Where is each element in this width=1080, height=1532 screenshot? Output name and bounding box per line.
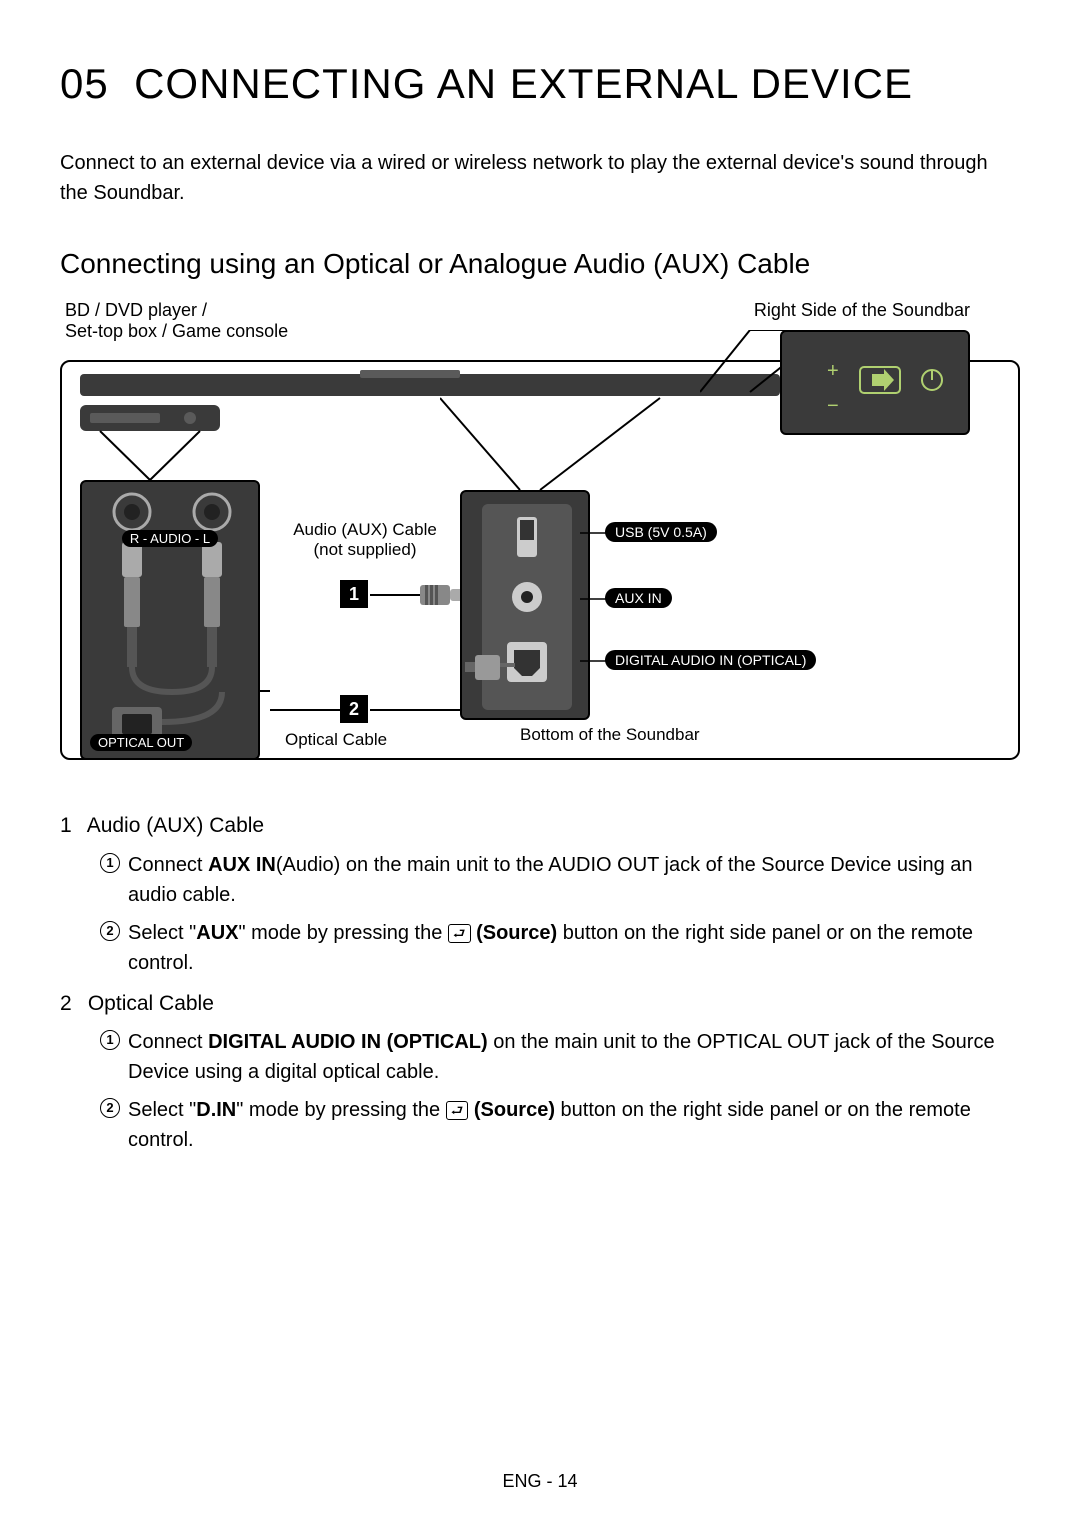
s1-2-b2: (Source) (476, 922, 557, 944)
s2-1-b1: DIGITAL AUDIO IN (OPTICAL) (208, 1031, 488, 1053)
intro-paragraph: Connect to an external device via a wire… (60, 148, 1020, 208)
optical-line-icon (270, 690, 470, 750)
s1-2-b1: AUX (196, 922, 238, 944)
aux-in-label: AUX IN (605, 588, 672, 608)
digital-line-icon (580, 660, 610, 662)
cable-line-aux (260, 690, 270, 692)
audio-rl-label: R - AUDIO - L (122, 530, 218, 547)
aux-line-icon (580, 598, 610, 600)
s1-2-pre: Select " (128, 922, 196, 944)
digital-pill-wrap: DIGITAL AUDIO IN (OPTICAL) (605, 650, 816, 670)
aux-cable-label-line1: Audio (AUX) Cable (285, 520, 445, 540)
instr2-step2: 2 Select "D.IN" mode by pressing the ⮐ (… (100, 1095, 1020, 1155)
usb-line-icon (580, 532, 610, 534)
instr1-step1: 1 Connect AUX IN(Audio) on the main unit… (100, 850, 1020, 910)
callout-player-icon (80, 425, 280, 485)
instr1-title: Audio (AUX) Cable (87, 814, 264, 837)
callout-bottom-icon (440, 392, 700, 512)
usb-pill-wrap: USB (5V 0.5A) (605, 522, 717, 542)
soundbar-side-controls-icon: + − (782, 332, 972, 437)
chapter-title: 05 CONNECTING AN EXTERNAL DEVICE (60, 60, 1020, 108)
circle-2b-icon: 2 (100, 1098, 120, 1118)
instr2-step1: 1 Connect DIGITAL AUDIO IN (OPTICAL) on … (100, 1027, 1020, 1087)
aux-cable-label: Audio (AUX) Cable (not supplied) (285, 520, 445, 560)
source-label-line2: Set-top box / Game console (65, 321, 288, 342)
circle-1-icon: 1 (100, 853, 120, 873)
connection-diagram: BD / DVD player / Set-top box / Game con… (60, 300, 1020, 780)
s1-1-pre: Connect (128, 854, 208, 876)
chapter-name: CONNECTING AN EXTERNAL DEVICE (134, 60, 913, 107)
source-icon: ⮐ (448, 924, 471, 943)
instr2-title: Optical Cable (88, 992, 214, 1015)
circle-2-icon: 2 (100, 921, 120, 941)
digital-in-label: DIGITAL AUDIO IN (OPTICAL) (605, 650, 816, 670)
bottom-soundbar-label: Bottom of the Soundbar (520, 725, 700, 745)
instr1-step2: 2 Select "AUX" mode by pressing the ⮐ (S… (100, 918, 1020, 978)
instr-heading-2: 2 Optical Cable (60, 988, 1020, 1020)
s2-2-b2: (Source) (474, 1099, 555, 1121)
right-side-label: Right Side of the Soundbar (754, 300, 970, 321)
source-ports-icon (82, 482, 262, 762)
circle-1b-icon: 1 (100, 1030, 120, 1050)
svg-text:+: + (827, 360, 839, 382)
s1-1-b1: AUX IN (208, 854, 276, 876)
aux-pill-wrap: AUX IN (605, 588, 672, 608)
section-title: Connecting using an Optical or Analogue … (60, 248, 1020, 280)
page-footer: ENG - 14 (0, 1471, 1080, 1492)
s2-2-mid: " mode by pressing the (236, 1099, 445, 1121)
source-label-line1: BD / DVD player / (65, 300, 288, 321)
optical-plug-icon (465, 650, 525, 690)
instr1-num: 1 (60, 810, 82, 842)
s2-2-b1: D.IN (196, 1099, 236, 1121)
svg-text:−: − (827, 395, 839, 417)
s2-2-pre: Select " (128, 1099, 196, 1121)
chapter-number: 05 (60, 60, 109, 107)
source-icon-2: ⮐ (446, 1101, 469, 1120)
s2-1-pre: Connect (128, 1031, 208, 1053)
s1-2-mid: " mode by pressing the (238, 922, 447, 944)
instructions-block: 1 Audio (AUX) Cable 1 Connect AUX IN(Aud… (60, 810, 1020, 1155)
aux-cable-label-line2: (not supplied) (285, 540, 445, 560)
usb-label: USB (5V 0.5A) (605, 522, 717, 542)
instr2-num: 2 (60, 988, 82, 1020)
instr-heading-1: 1 Audio (AUX) Cable (60, 810, 1020, 842)
source-ports-panel: R - AUDIO - L OPTICAL OUT (80, 480, 260, 760)
soundbar-right-panel: + − (780, 330, 970, 435)
source-device-label: BD / DVD player / Set-top box / Game con… (65, 300, 288, 342)
badge-1: 1 (340, 580, 368, 608)
optical-out-label: OPTICAL OUT (90, 734, 192, 751)
